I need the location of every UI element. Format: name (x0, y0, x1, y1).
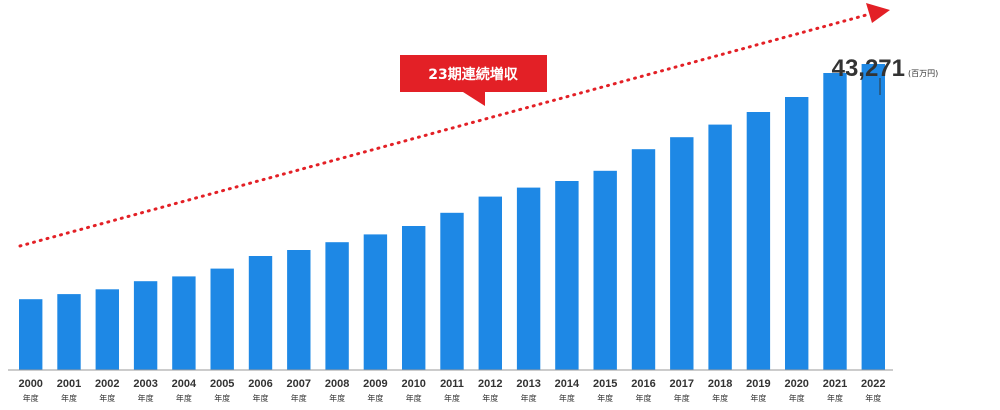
x-tick-sublabel-2017: 年度 (674, 393, 690, 403)
x-tick-year-2007: 2007 (287, 378, 311, 390)
x-tick-sublabel-2014: 年度 (559, 393, 575, 403)
x-tick-year-2008: 2008 (325, 378, 349, 390)
x-tick-year-2009: 2009 (363, 378, 387, 390)
bar-2008 (325, 242, 349, 370)
bar-2013 (516, 187, 541, 370)
x-tick-year-2001: 2001 (57, 378, 81, 390)
x-tick-sublabel-2022: 年度 (865, 393, 881, 403)
x-tick-year-2004: 2004 (172, 378, 197, 390)
bar-2016 (631, 149, 656, 370)
x-tick-sublabel-2008: 年度 (329, 393, 345, 403)
bar-2020 (785, 97, 809, 370)
bar-2021 (823, 73, 847, 370)
x-tick-sublabel-2010: 年度 (406, 393, 422, 403)
x-tick-year-2002: 2002 (95, 378, 119, 390)
x-tick-year-2018: 2018 (708, 378, 732, 390)
trend-arrow (18, 3, 890, 248)
bar-2011 (440, 212, 464, 370)
bar-2009 (363, 234, 388, 370)
x-tick-sublabel-2004: 年度 (176, 393, 192, 403)
x-tick-sublabel-2011: 年度 (444, 393, 460, 403)
bar-2003 (133, 281, 158, 370)
bar-2006 (248, 256, 273, 370)
x-tick-sublabel-2002: 年度 (99, 393, 115, 403)
x-tick-year-2011: 2011 (440, 378, 464, 390)
x-tick-year-2016: 2016 (631, 378, 655, 390)
bar-2001 (57, 294, 81, 370)
x-tick-sublabel-2007: 年度 (291, 393, 307, 403)
bar-2014 (555, 181, 579, 370)
x-tick-sublabel-2016: 年度 (636, 393, 652, 403)
trend-line (18, 12, 872, 248)
bar-2017 (670, 137, 694, 370)
x-tick-year-2021: 2021 (823, 378, 847, 390)
x-tick-sublabel-2005: 年度 (214, 393, 230, 403)
bar-2012 (478, 196, 502, 370)
x-tick-sublabel-2012: 年度 (482, 393, 498, 403)
trend-arrowhead-icon (866, 3, 890, 23)
callout-text: 23期連続増収 (428, 66, 518, 83)
x-tick-year-2013: 2013 (516, 378, 540, 390)
callout-pointer (463, 92, 485, 106)
x-tick-sublabel-2018: 年度 (712, 393, 728, 403)
x-tick-sublabel-2001: 年度 (61, 393, 77, 403)
bar-2005 (210, 268, 234, 370)
x-tick-sublabel-2000: 年度 (23, 393, 39, 403)
x-tick-labels: 2000 年度 2001 年度 2002 年度 2003 年度 2004 年度 2005 年度 2006… (18, 378, 885, 403)
x-tick-sublabel-2003: 年度 (138, 393, 154, 403)
bar-2002 (95, 289, 119, 370)
x-tick-sublabel-2020: 年度 (789, 393, 805, 403)
highlight-value: 43,271 (832, 55, 905, 82)
x-tick-year-2022: 2022 (861, 378, 885, 390)
x-tick-sublabel-2015: 年度 (597, 393, 613, 403)
bar-2010 (402, 226, 426, 370)
x-tick-year-2005: 2005 (210, 378, 234, 390)
bar-2015 (593, 170, 617, 370)
bar-2018 (708, 124, 732, 370)
x-tick-sublabel-2021: 年度 (827, 393, 843, 403)
x-tick-year-2003: 2003 (133, 378, 157, 390)
callout-box (400, 55, 547, 92)
callout: 23期連続増収 (400, 55, 547, 106)
x-tick-year-2012: 2012 (478, 378, 502, 390)
x-tick-year-2020: 2020 (784, 378, 808, 390)
highlight-annotation: 43,271 (百万円) (832, 55, 938, 95)
x-tick-year-2000: 2000 (18, 378, 42, 390)
bar-2007 (287, 250, 311, 370)
x-tick-sublabel-2013: 年度 (521, 393, 537, 403)
bar-2000 (19, 299, 43, 370)
x-tick-year-2015: 2015 (593, 378, 617, 390)
x-tick-year-2006: 2006 (248, 378, 272, 390)
bar-2022 (861, 64, 885, 370)
x-tick-year-2019: 2019 (746, 378, 770, 390)
x-tick-sublabel-2019: 年度 (750, 393, 766, 403)
bar-2004 (172, 276, 196, 370)
highlight-unit: (百万円) (908, 69, 938, 78)
x-tick-year-2014: 2014 (555, 378, 580, 390)
x-tick-year-2010: 2010 (401, 378, 425, 390)
x-tick-sublabel-2006: 年度 (253, 393, 269, 403)
bar-2019 (746, 112, 771, 370)
x-tick-year-2017: 2017 (670, 378, 694, 390)
bars-group (19, 64, 885, 370)
x-tick-sublabel-2009: 年度 (367, 393, 383, 403)
